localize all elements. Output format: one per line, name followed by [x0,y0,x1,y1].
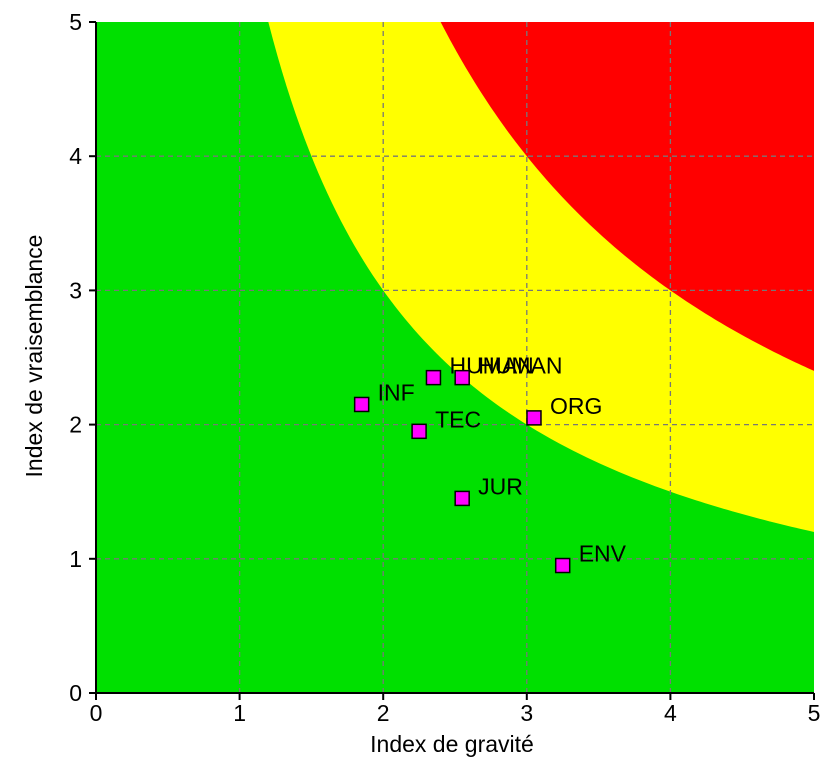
data-point [554,557,571,574]
data-point [526,410,542,426]
zone-high [440,22,814,371]
data-point-label: JUR [478,473,523,499]
data-point-label: ENV [579,541,627,567]
y-tick-label: 2 [69,412,82,438]
x-axis-title: Index de gravité [370,731,534,757]
risk-zones [96,22,814,693]
y-tick-label: 0 [69,680,82,706]
data-point [454,369,470,386]
data-point [411,423,427,440]
data-point-label: TEC [435,406,481,432]
data-point [353,396,370,413]
y-axis-title: Index de vraisemblance [21,235,47,478]
x-tick-label: 4 [664,700,677,726]
x-tick-label: 2 [377,700,390,726]
y-tick-label: 4 [69,143,82,169]
x-tick-label: 1 [233,700,246,726]
x-tick-label: 0 [90,700,103,726]
x-tick-label: 5 [808,700,821,726]
data-point [454,490,470,507]
y-tick-label: 5 [69,9,82,35]
axes [95,22,814,694]
data-point-label: INF [378,379,415,405]
x-tick-label: 3 [520,700,533,726]
y-tick-label: 1 [69,546,82,572]
grid-lines [96,22,814,693]
data-point [425,369,442,386]
y-tick-label: 3 [69,277,82,303]
tick-labels: 0 1 2 3 4 5 0 1 2 3 4 5 [69,9,820,726]
data-point-label: HUMAN [478,353,562,379]
data-point-label: ORG [550,393,602,419]
